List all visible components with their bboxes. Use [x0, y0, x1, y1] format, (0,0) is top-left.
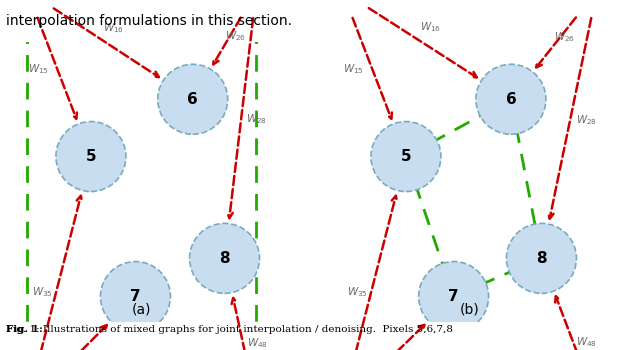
Text: 6: 6 [188, 92, 198, 107]
Text: Fig. 1:: Fig. 1: [6, 324, 44, 334]
Text: $W_{16}$: $W_{16}$ [420, 21, 441, 35]
Text: 5: 5 [86, 149, 96, 164]
FancyBboxPatch shape [230, 0, 282, 17]
Circle shape [189, 223, 260, 293]
Text: $W_{28}$: $W_{28}$ [246, 113, 268, 126]
FancyBboxPatch shape [571, 0, 623, 17]
Text: 8: 8 [536, 251, 547, 266]
Text: $W_{48}$: $W_{48}$ [247, 336, 268, 350]
Circle shape [506, 223, 577, 293]
Text: 8: 8 [220, 251, 230, 266]
FancyBboxPatch shape [316, 0, 369, 17]
Text: 7: 7 [449, 289, 459, 304]
Text: $W_{15}$: $W_{15}$ [343, 63, 364, 77]
Text: $W_{16}$: $W_{16}$ [103, 21, 124, 35]
Circle shape [476, 64, 546, 134]
Text: $W_{35}$: $W_{35}$ [346, 285, 367, 299]
Text: $W_{28}$: $W_{28}$ [575, 113, 596, 127]
Text: 5: 5 [401, 149, 412, 164]
FancyBboxPatch shape [1, 0, 53, 17]
Text: $W_{48}$: $W_{48}$ [576, 335, 597, 349]
Circle shape [56, 121, 126, 191]
Text: $W_{26}$: $W_{26}$ [554, 30, 575, 44]
Text: $W_{35}$: $W_{35}$ [31, 285, 52, 299]
Text: 7: 7 [130, 289, 141, 304]
Circle shape [419, 261, 488, 331]
Circle shape [157, 64, 228, 134]
Text: 6: 6 [506, 92, 516, 107]
Circle shape [371, 121, 441, 191]
Text: (a): (a) [132, 302, 152, 316]
Text: interpolation formulations in this section.: interpolation formulations in this secti… [6, 14, 292, 28]
Circle shape [100, 261, 170, 331]
Text: $W_{26}$: $W_{26}$ [225, 29, 246, 43]
Text: (b): (b) [460, 302, 479, 316]
Text: $W_{15}$: $W_{15}$ [28, 63, 49, 77]
Text: Fig. 1: Illustrations of mixed graphs for joint interpolation / denoising.  Pixe: Fig. 1: Illustrations of mixed graphs fo… [6, 324, 453, 334]
